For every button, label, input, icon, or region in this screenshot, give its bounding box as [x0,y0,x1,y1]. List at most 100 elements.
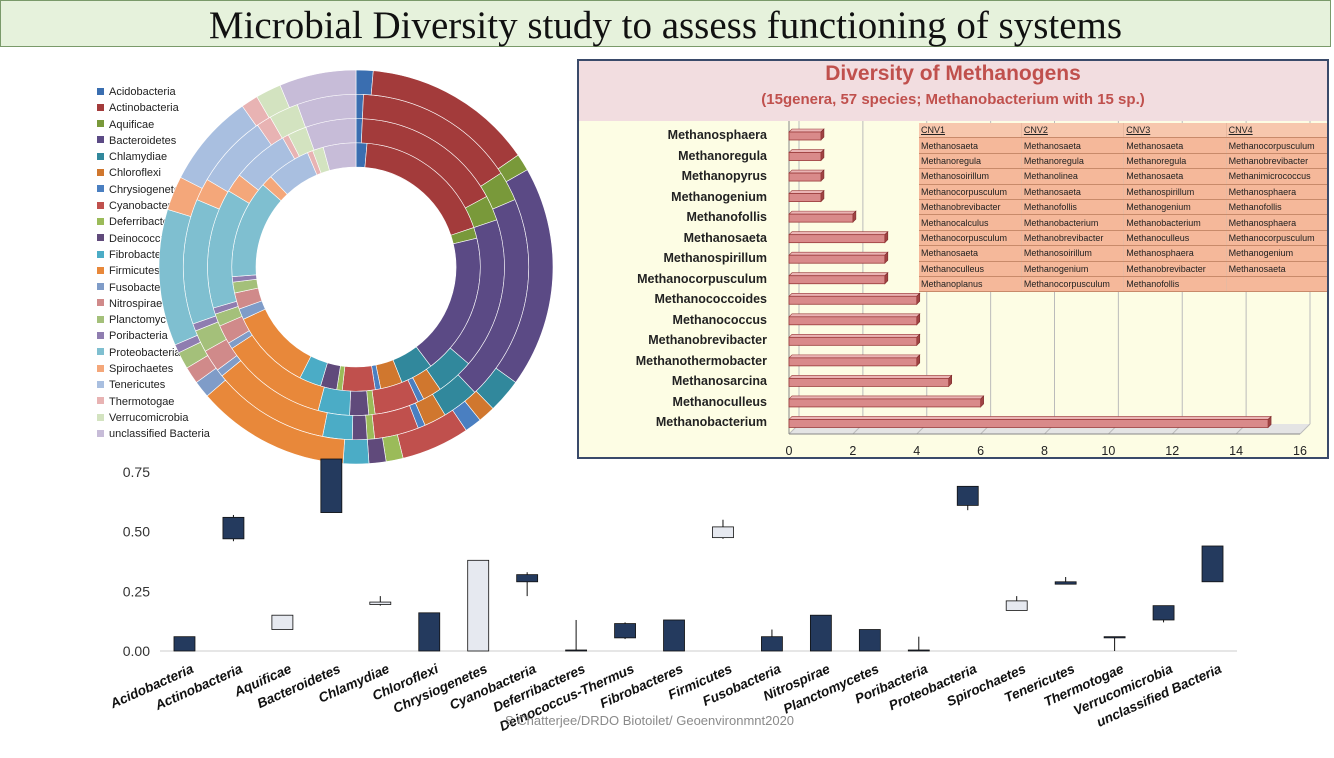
table-cell: Methanosoirillum [919,168,1022,185]
box-deferribacteres [565,619,588,652]
table-row: Methanobrevibacter Methanofollis Methanoge… [919,199,1327,216]
methanogen-title: Diversity of Methanogens [825,62,1081,85]
box-chloroflexi [418,612,441,652]
bar-top-methanofollis [788,210,857,215]
legend-swatch [97,413,104,421]
table-row: Methanoplanus Methanocorpusculum Methanofo… [919,276,1327,293]
legend-label: Fusobacteria [109,281,173,294]
x-tick-label: 8 [1041,444,1048,458]
donut-slice-deinococcus-thermus [351,414,368,441]
box-proteobacteria [956,485,979,511]
box-thermotogae [1103,636,1126,651]
legend-item-aquificae: Aquificae [97,117,257,133]
y-label-methanococcus: Methanococcus [672,312,767,327]
box-unclassified-bacteria [1201,545,1224,583]
legend-label: Bacteroidetes [109,134,177,147]
legend-label: Tenericutes [109,379,166,392]
legend-swatch [97,364,104,372]
legend-swatch [97,152,104,160]
x-tick-label-verrucomicrobia: Verrucomicrobia [1071,661,1175,718]
table-cell: Methanosaeta [919,245,1022,262]
y-label-methanoregula: Methanoregula [678,148,767,163]
legend-item-actinobacteria: Actinobacteria [97,100,257,116]
y-label-methanogenium: Methanogenium [671,189,767,204]
table-cell: Methanolinea [1021,168,1125,185]
box-verrucomicrobia [1152,605,1175,623]
y-label-methanosphaera: Methanosphaera [667,128,767,142]
bar-methanococcoides [788,295,918,305]
y-tick-label: 0.25 [123,583,150,599]
box-deinococcus-thermus [614,622,636,640]
x-tick-label-chrysiogenetes: Chrysiogenetes [391,661,490,716]
box-poribacteria [907,636,930,652]
x-tick-label-fusobacteria: Fusobacteria [700,661,783,709]
y-label-methanothermobacter: Methanothermobacter [635,353,767,368]
y-tick-label: 0.50 [123,524,150,540]
x-tick-label: 6 [977,444,985,458]
bar-methanoregula [788,152,822,161]
legend-swatch [97,87,104,95]
methanogen-header: Diversity of Methanogens (15genera, 57 s… [579,61,1327,121]
table-cell: Methanosphaera [1226,184,1327,200]
legend-swatch [97,120,104,128]
legend-swatch [97,397,104,405]
bar-top-methanocorpusculum [788,272,889,277]
legend-item-tenericutes: Tenericutes [97,377,257,393]
y-label-methanocorpusculum: Methanocorpusculum [637,271,767,286]
table-cell: Methanoregula [919,153,1022,170]
box-chrysiogenetes [467,559,490,652]
credit-text: S Chatterjee/DRDO Biotoilet/ Geoenvironm… [505,713,795,728]
x-tick-label: 12 [1165,444,1180,458]
cnv-header-cnv4: CNV4 [1226,123,1327,139]
bar-methanococcus [788,316,918,326]
box-acidobacteria [173,636,196,652]
table-cell: Methanocorpusculum [1226,230,1327,247]
legend-label: Verrucomicrobia [109,411,189,424]
legend-item-chlamydiae: Chlamydiae [97,149,257,165]
cnv-table: CNV1 CNV2 CNV3 CNV4 Methanosaeta Methanosaeta… [919,123,1327,293]
box-cyanobacteria [516,572,539,597]
y-label-methanospirillum: Methanospirillum [663,251,767,266]
table-cell: Methanosaeta [1123,168,1227,185]
bar-top-methanopyrus [788,169,825,174]
bar-top-methanobrevibacter [788,334,921,338]
table-cell: Methanocalculus [919,214,1022,231]
table-cell: Methanogenium [1226,245,1327,262]
table-cell: Methanofollis [1021,199,1125,216]
legend-label: Poribacteria [109,330,168,343]
bar-methanobrevibacter [788,336,918,346]
x-tick-label: 4 [913,444,921,458]
x-tick-label-unclassified-bacteria: unclassified Bacteria [1094,661,1224,730]
box-tenericutes [1054,577,1077,585]
legend-label: Proteobacteria [109,346,181,359]
methanogen-subtitle: (15genera, 57 species; Methanobacterium … [761,91,1145,108]
bar-top-methanosphaera [788,128,825,133]
table-row: Methanoregula Methanoregula Methanoregula M… [919,153,1327,170]
donut-slice-deinococcus-thermus [349,390,370,416]
legend-item-chrysiogenetes: Chrysiogenetes [97,182,257,198]
bar-methanosphaera [788,131,822,141]
x-tick-label-cyanobacteria: Cyanobacteria [447,661,539,713]
x-tick-label-poribacteria: Poribacteria [853,661,931,707]
x-tick-label: 0 [785,444,793,458]
box-rect [663,619,685,652]
table-cell: Methanosoirillum [1021,245,1125,262]
legend-label: Firmicutes [109,265,160,278]
x-tick-label-proteobacteria: Proteobacteria [886,661,979,713]
table-cell: Methanosaeta [1226,261,1327,277]
box-rect [467,559,490,652]
legend-swatch [97,429,104,437]
legend-label: Actinobacteria [109,102,179,115]
box-rect [1103,636,1126,639]
x-tick-label-nitrospirae: Nitrospirae [761,661,833,704]
bar-methanogenium [788,193,822,203]
box-rect [516,574,539,583]
table-row: Methanosaeta Methanosaeta Methanosaeta Meth… [919,137,1327,154]
table-cell: Methanobacterium [1123,214,1227,231]
legend-item-spirochaetes: Spirochaetes [97,361,257,377]
legend-label: Chrysiogenetes [109,183,186,196]
x-tick-label-planctomycetes: Planctomycetes [781,661,881,717]
y-label-methanococcoides: Methanococcoides [654,292,767,307]
bar-methanosarcina [788,377,950,387]
legend-item-acidobacteria: Acidobacteria [97,84,257,100]
